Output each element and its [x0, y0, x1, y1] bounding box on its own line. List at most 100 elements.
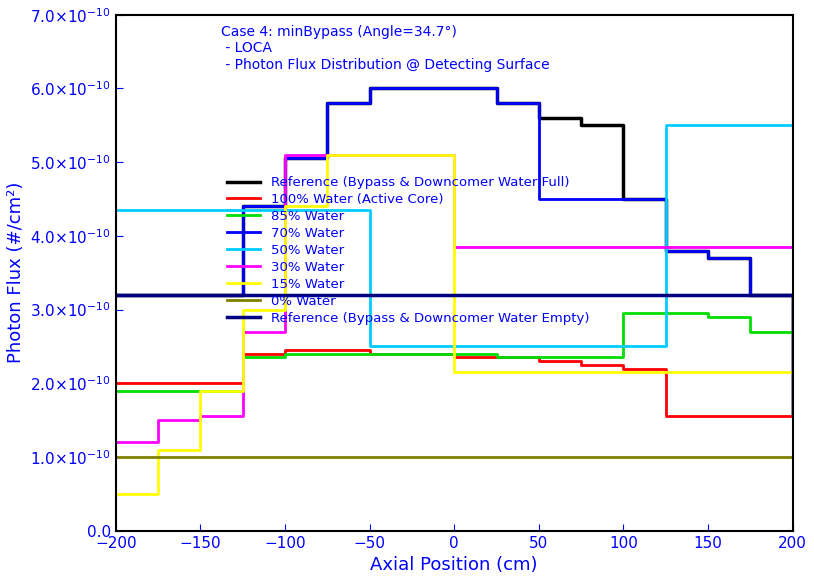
100% Water (Active Core)	[746, 413, 755, 420]
Reference (Bypass & Downcomer Water Empty)	[619, 291, 628, 298]
Line: 85% Water: 85% Water	[116, 313, 793, 457]
15% Water	[534, 369, 544, 376]
100% Water (Active Core)	[449, 354, 459, 361]
85% Water	[492, 354, 501, 361]
X-axis label: Axial Position (cm): Axial Position (cm)	[370, 556, 538, 574]
Reference (Bypass & Downcomer Water Empty)	[534, 291, 544, 298]
Reference (Bypass & Downcomer Water Empty)	[365, 291, 374, 298]
100% Water (Active Core)	[111, 380, 120, 387]
50% Water	[195, 207, 205, 214]
85% Water	[153, 387, 163, 394]
15% Water	[238, 306, 247, 313]
30% Water	[195, 413, 205, 420]
Reference (Bypass & Downcomer Water Empty)	[788, 409, 798, 416]
15% Water	[153, 446, 163, 453]
30% Water	[619, 243, 628, 250]
15% Water	[746, 369, 755, 376]
70% Water	[280, 155, 290, 162]
70% Water	[788, 417, 798, 424]
50% Water	[746, 122, 755, 129]
Line: Reference (Bypass & Downcomer Water Empty): Reference (Bypass & Downcomer Water Empt…	[116, 295, 793, 413]
0% Water	[619, 453, 628, 460]
85% Water	[534, 354, 544, 361]
Reference (Bypass & Downcomer Water Empty)	[703, 291, 713, 298]
Reference (Bypass & Downcomer Water Empty)	[195, 291, 205, 298]
100% Water (Active Core)	[153, 380, 163, 387]
100% Water (Active Core)	[703, 413, 713, 420]
100% Water (Active Core)	[280, 347, 290, 354]
100% Water (Active Core)	[195, 380, 205, 387]
50% Water	[788, 413, 798, 420]
85% Water	[788, 453, 798, 460]
Reference (Bypass & Downcomer Water Full)	[238, 203, 247, 210]
50% Water	[111, 207, 120, 214]
85% Water	[619, 310, 628, 317]
30% Water	[238, 328, 247, 335]
Reference (Bypass & Downcomer Water Full)	[365, 85, 374, 92]
0% Water	[703, 453, 713, 460]
0% Water	[449, 453, 459, 460]
15% Water	[449, 369, 459, 376]
Reference (Bypass & Downcomer Water Full)	[788, 409, 798, 416]
85% Water	[661, 310, 671, 317]
85% Water	[195, 387, 205, 394]
0% Water	[365, 453, 374, 460]
Line: 30% Water: 30% Water	[116, 155, 793, 442]
15% Water	[195, 387, 205, 394]
30% Water	[534, 243, 544, 250]
70% Water	[449, 85, 459, 92]
Reference (Bypass & Downcomer Water Empty)	[661, 291, 671, 298]
85% Water	[111, 387, 120, 394]
Text: Case 4: minBypass (Angle=34.7°)
 - LOCA
 - Photon Flux Distribution @ Detecting : Case 4: minBypass (Angle=34.7°) - LOCA -…	[221, 25, 549, 71]
85% Water	[703, 313, 713, 320]
15% Water	[365, 151, 374, 158]
15% Water	[703, 369, 713, 376]
70% Water	[195, 291, 205, 298]
70% Water	[365, 85, 374, 92]
50% Water	[280, 207, 290, 214]
100% Water (Active Core)	[619, 365, 628, 372]
85% Water	[576, 354, 586, 361]
Reference (Bypass & Downcomer Water Empty)	[449, 291, 459, 298]
100% Water (Active Core)	[322, 347, 332, 354]
Y-axis label: Photon Flux (#/cm²): Photon Flux (#/cm²)	[7, 182, 25, 363]
100% Water (Active Core)	[238, 350, 247, 357]
85% Water	[238, 354, 247, 361]
70% Water	[576, 196, 586, 203]
Reference (Bypass & Downcomer Water Empty)	[153, 291, 163, 298]
0% Water	[111, 453, 120, 460]
15% Water	[111, 490, 120, 497]
30% Water	[111, 439, 120, 446]
0% Water	[153, 453, 163, 460]
Reference (Bypass & Downcomer Water Full)	[492, 100, 501, 107]
50% Water	[449, 343, 459, 350]
Reference (Bypass & Downcomer Water Full)	[534, 114, 544, 121]
Reference (Bypass & Downcomer Water Empty)	[322, 291, 332, 298]
Reference (Bypass & Downcomer Water Full)	[153, 291, 163, 298]
0% Water	[322, 453, 332, 460]
30% Water	[449, 243, 459, 250]
70% Water	[746, 291, 755, 298]
70% Water	[661, 247, 671, 254]
Legend: Reference (Bypass & Downcomer Water Full), 100% Water (Active Core), 85% Water, : Reference (Bypass & Downcomer Water Full…	[227, 176, 589, 325]
Reference (Bypass & Downcomer Water Full)	[449, 85, 459, 92]
15% Water	[576, 369, 586, 376]
0% Water	[238, 453, 247, 460]
Reference (Bypass & Downcomer Water Empty)	[576, 291, 586, 298]
Reference (Bypass & Downcomer Water Empty)	[111, 291, 120, 298]
Reference (Bypass & Downcomer Water Full)	[576, 122, 586, 129]
Reference (Bypass & Downcomer Water Full)	[703, 254, 713, 261]
30% Water	[703, 243, 713, 250]
0% Water	[195, 453, 205, 460]
70% Water	[619, 196, 628, 203]
70% Water	[153, 291, 163, 298]
Reference (Bypass & Downcomer Water Full)	[322, 100, 332, 107]
85% Water	[280, 350, 290, 357]
85% Water	[449, 350, 459, 357]
70% Water	[322, 100, 332, 107]
70% Water	[703, 254, 713, 261]
0% Water	[280, 453, 290, 460]
30% Water	[576, 243, 586, 250]
Reference (Bypass & Downcomer Water Empty)	[746, 291, 755, 298]
70% Water	[238, 203, 247, 210]
